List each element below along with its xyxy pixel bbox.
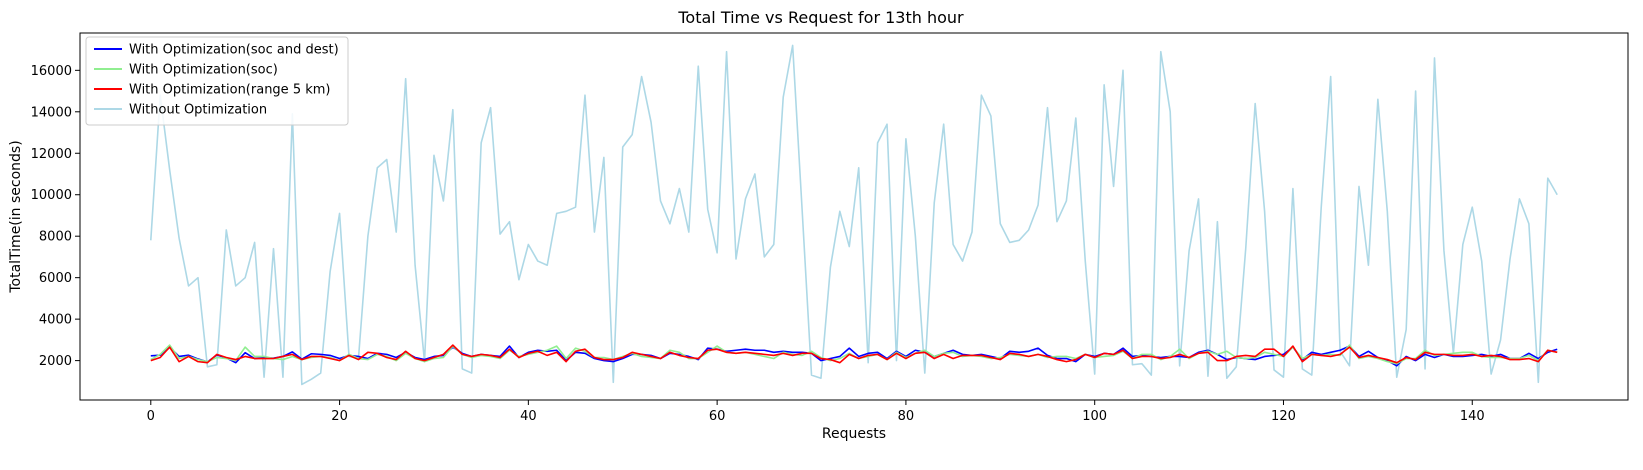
x-tick-label: 100 (1082, 409, 1107, 424)
x-tick-label: 80 (898, 409, 915, 424)
plot-frame (79, 32, 1629, 401)
legend: With Optimization(soc and dest) With Opti… (85, 36, 349, 126)
x-tick-label: 140 (1460, 409, 1485, 424)
y-tick-label: 12000 (31, 147, 72, 162)
y-tick-label: 4000 (39, 313, 72, 328)
x-tick-label: 20 (331, 409, 348, 424)
legend-box (85, 36, 349, 126)
legend-label: With Optimization(range 5 km) (129, 83, 330, 98)
x-tick-label: 40 (520, 409, 537, 424)
y-tick-label: 2000 (39, 354, 72, 369)
x-tick-label: 0 (147, 409, 155, 424)
axes-layer: 0 20 40 60 80 100 120 140 2000 4000 6000 8000 10000 1… (31, 64, 1485, 424)
y-tick-label: 14000 (31, 105, 72, 120)
y-tick-label: 8000 (39, 230, 72, 245)
y-tick-label: 10000 (31, 188, 72, 203)
y-tick-label: 16000 (31, 64, 72, 79)
y-axis-title: TotalTime(in seconds) (8, 140, 24, 293)
legend-label: With Optimization(soc and dest) (129, 43, 339, 58)
y-tick-label: 6000 (39, 271, 72, 286)
x-axis-title: Requests (822, 426, 886, 442)
legend-label: With Optimization(soc) (129, 63, 278, 78)
series-layer (149, 44, 1558, 386)
x-tick-label: 120 (1271, 409, 1296, 424)
series-line-1 (150, 345, 1558, 367)
legend-label: Without Optimization (129, 103, 267, 118)
x-tick-label: 60 (709, 409, 726, 424)
series-line-3 (150, 344, 1558, 364)
series-line-4 (149, 44, 1558, 386)
chart-title: Total Time vs Request for 13th hour (677, 8, 964, 27)
